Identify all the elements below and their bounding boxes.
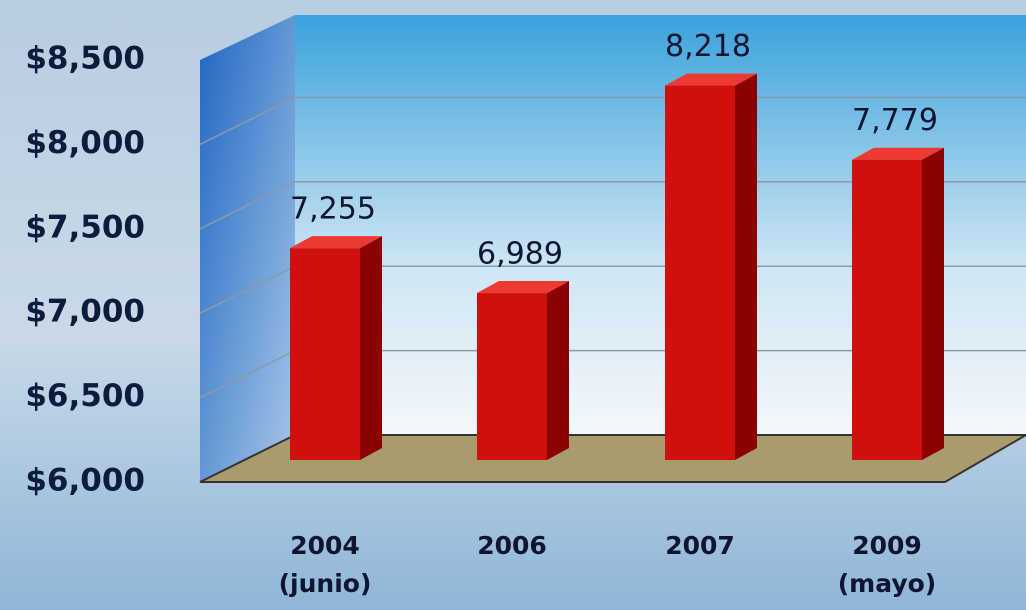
y-tick-label: $7,500: [25, 209, 145, 245]
grid-line: [199, 181, 296, 230]
bar: [852, 159, 922, 460]
bar-top: [290, 236, 382, 249]
grid-line: [199, 96, 296, 146]
grid-line: [199, 265, 296, 314]
bar-side: [360, 236, 382, 460]
value-label: 7,779: [852, 103, 938, 138]
value-label: 8,218: [665, 29, 751, 64]
bar: [477, 293, 547, 460]
x-tick-label: 2006: [477, 531, 547, 560]
y-tick-label: $6,500: [25, 378, 145, 414]
value-label: 7,255: [290, 192, 376, 227]
side-wall: [200, 15, 295, 482]
floor: [199, 434, 1026, 483]
x-tick-label: 2009 (mayo): [837, 531, 937, 598]
bar-side: [922, 147, 944, 460]
y-tick-label: $6,000: [25, 463, 145, 499]
value-label: 6,989: [477, 237, 563, 272]
bar-side: [547, 281, 569, 460]
bar: [665, 85, 735, 461]
y-tick-label: $7,000: [25, 294, 145, 330]
x-tick-label: 2007: [665, 531, 735, 560]
bar-top: [852, 147, 944, 160]
bar-top: [665, 73, 757, 86]
y-tick-label: $8,500: [25, 41, 145, 77]
grid-line: [199, 349, 296, 399]
bar-side: [735, 73, 757, 461]
y-tick-label: $8,000: [25, 125, 145, 161]
bar-top: [477, 281, 569, 294]
x-tick-label: 2004 (junio): [278, 531, 372, 598]
bar: [290, 248, 360, 460]
